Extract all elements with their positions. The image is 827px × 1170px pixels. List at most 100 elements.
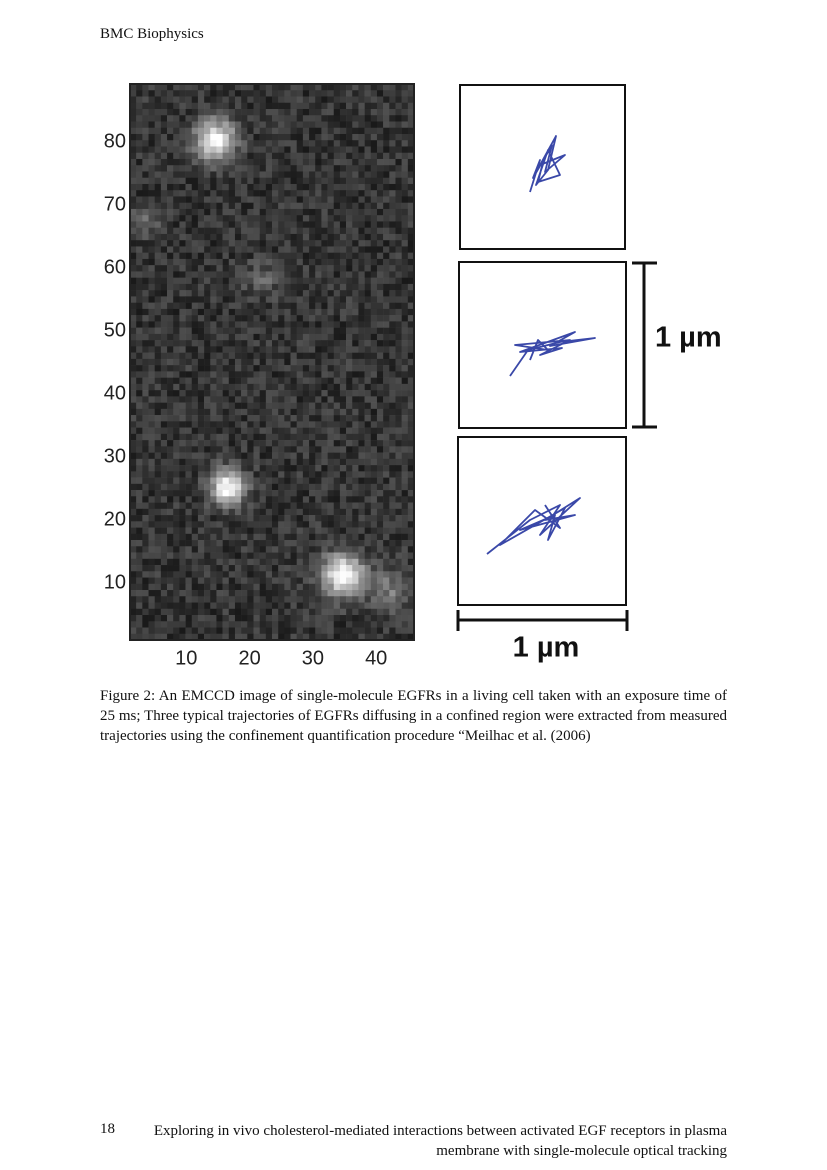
image-pixel bbox=[364, 490, 372, 497]
image-pixel bbox=[265, 415, 273, 422]
image-pixel bbox=[395, 515, 402, 522]
image-pixel bbox=[210, 408, 217, 416]
image-pixel bbox=[234, 615, 242, 622]
image-pixel bbox=[210, 258, 217, 266]
image-pixel bbox=[216, 571, 223, 578]
image-pixel bbox=[346, 433, 353, 441]
image-pixel bbox=[321, 140, 328, 147]
image-pixel bbox=[309, 421, 316, 428]
image-pixel bbox=[321, 533, 328, 541]
image-pixel bbox=[296, 277, 304, 285]
image-pixel bbox=[383, 558, 390, 566]
image-pixel bbox=[222, 527, 230, 535]
image-pixel bbox=[265, 633, 273, 641]
image-pixel bbox=[401, 446, 409, 453]
image-pixel bbox=[389, 258, 396, 266]
image-pixel bbox=[148, 252, 155, 260]
image-pixel bbox=[148, 165, 155, 172]
image-pixel bbox=[315, 183, 322, 191]
image-pixel bbox=[222, 440, 230, 447]
image-pixel bbox=[253, 633, 260, 641]
image-pixel bbox=[173, 446, 180, 453]
image-pixel bbox=[148, 315, 155, 322]
image-pixel bbox=[352, 152, 359, 160]
image-pixel bbox=[234, 490, 242, 497]
image-pixel bbox=[284, 527, 291, 535]
image-pixel bbox=[290, 333, 297, 341]
image-pixel bbox=[321, 521, 328, 528]
image-pixel bbox=[241, 302, 248, 310]
image-pixel bbox=[315, 133, 322, 141]
image-pixel bbox=[228, 158, 236, 166]
image-pixel bbox=[234, 558, 242, 566]
image-pixel bbox=[228, 296, 236, 303]
image-pixel bbox=[204, 496, 211, 503]
image-pixel bbox=[154, 402, 162, 410]
image-pixel bbox=[407, 452, 415, 460]
image-pixel bbox=[222, 271, 230, 278]
image-pixel bbox=[197, 527, 205, 535]
image-pixel bbox=[315, 340, 322, 347]
image-pixel bbox=[296, 515, 304, 522]
image-pixel bbox=[315, 152, 322, 160]
image-pixel bbox=[191, 290, 199, 297]
image-pixel bbox=[333, 433, 341, 441]
image-pixel bbox=[401, 108, 409, 116]
image-pixel bbox=[253, 246, 260, 253]
image-pixel bbox=[179, 327, 186, 335]
image-pixel bbox=[290, 352, 297, 360]
image-pixel bbox=[167, 283, 174, 291]
image-pixel bbox=[346, 90, 353, 97]
image-pixel bbox=[247, 565, 254, 572]
image-pixel bbox=[302, 146, 310, 154]
image-pixel bbox=[142, 546, 149, 553]
image-pixel bbox=[272, 415, 279, 422]
image-pixel bbox=[173, 383, 180, 391]
image-pixel bbox=[407, 240, 415, 247]
image-pixel bbox=[197, 477, 205, 485]
image-pixel bbox=[401, 296, 409, 303]
image-pixel bbox=[259, 515, 267, 522]
image-pixel bbox=[167, 546, 174, 553]
image-pixel bbox=[253, 390, 260, 397]
image-pixel bbox=[284, 302, 291, 310]
image-pixel bbox=[216, 415, 223, 422]
image-pixel bbox=[160, 546, 168, 553]
image-pixel bbox=[204, 608, 211, 616]
image-pixel bbox=[197, 627, 205, 635]
image-pixel bbox=[222, 371, 230, 378]
image-pixel bbox=[383, 496, 390, 503]
image-pixel bbox=[407, 121, 415, 129]
image-pixel bbox=[376, 440, 384, 447]
image-pixel bbox=[401, 183, 409, 191]
image-pixel bbox=[364, 408, 372, 416]
image-pixel bbox=[185, 558, 193, 566]
image-pixel bbox=[401, 365, 409, 372]
image-pixel bbox=[247, 265, 254, 272]
image-pixel bbox=[228, 308, 236, 316]
image-pixel bbox=[407, 421, 415, 428]
image-pixel bbox=[222, 533, 230, 541]
image-pixel bbox=[185, 371, 193, 378]
image-pixel bbox=[241, 590, 248, 597]
image-pixel bbox=[241, 346, 248, 353]
image-pixel bbox=[253, 358, 260, 366]
image-pixel bbox=[272, 546, 279, 553]
image-pixel bbox=[247, 608, 254, 616]
image-pixel bbox=[259, 290, 267, 297]
image-pixel bbox=[197, 427, 205, 435]
image-pixel bbox=[364, 121, 372, 129]
image-pixel bbox=[309, 471, 316, 478]
image-pixel bbox=[136, 252, 143, 260]
image-pixel bbox=[401, 383, 409, 391]
image-pixel bbox=[364, 283, 372, 291]
image-pixel bbox=[216, 271, 223, 278]
image-pixel bbox=[130, 477, 137, 485]
image-pixel bbox=[167, 221, 174, 228]
image-pixel bbox=[296, 621, 304, 628]
image-pixel bbox=[216, 465, 223, 472]
image-pixel bbox=[253, 596, 260, 603]
image-pixel bbox=[389, 421, 396, 428]
image-pixel bbox=[395, 458, 402, 466]
image-pixel bbox=[407, 540, 415, 547]
